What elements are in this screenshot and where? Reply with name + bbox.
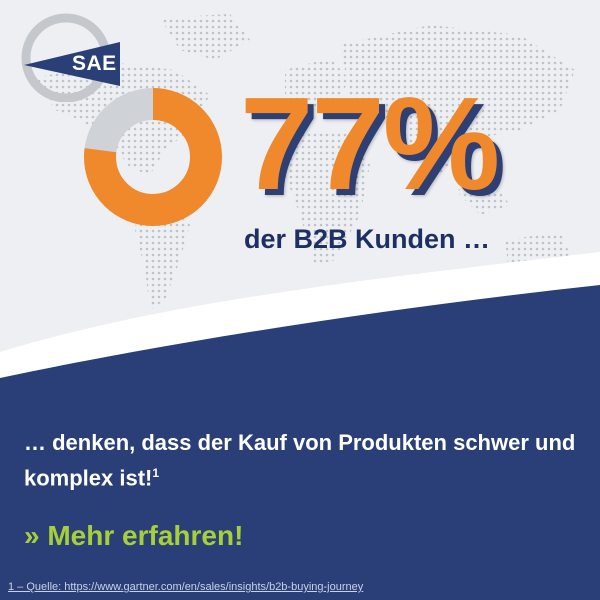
footnote-marker: 1 <box>152 466 160 480</box>
source-footnote-link[interactable]: 1 – Quelle: https://www.gartner.com/en/s… <box>8 581 364 593</box>
body-statement-text: … denken, dass der Kauf von Produkten sc… <box>24 430 576 491</box>
headline-percentage: 77% <box>240 70 500 217</box>
percentage-donut-chart <box>84 88 222 226</box>
navy-band <box>0 285 600 600</box>
learn-more-link[interactable]: » Mehr erfahren! <box>24 520 244 551</box>
sae-logo: SAE <box>14 10 124 103</box>
body-statement: … denken, dass der Kauf von Produkten sc… <box>24 428 584 493</box>
logo-text: SAE <box>72 52 117 75</box>
headline-subline: der B2B Kunden … <box>244 224 491 254</box>
donut-filled-segment <box>84 88 222 226</box>
